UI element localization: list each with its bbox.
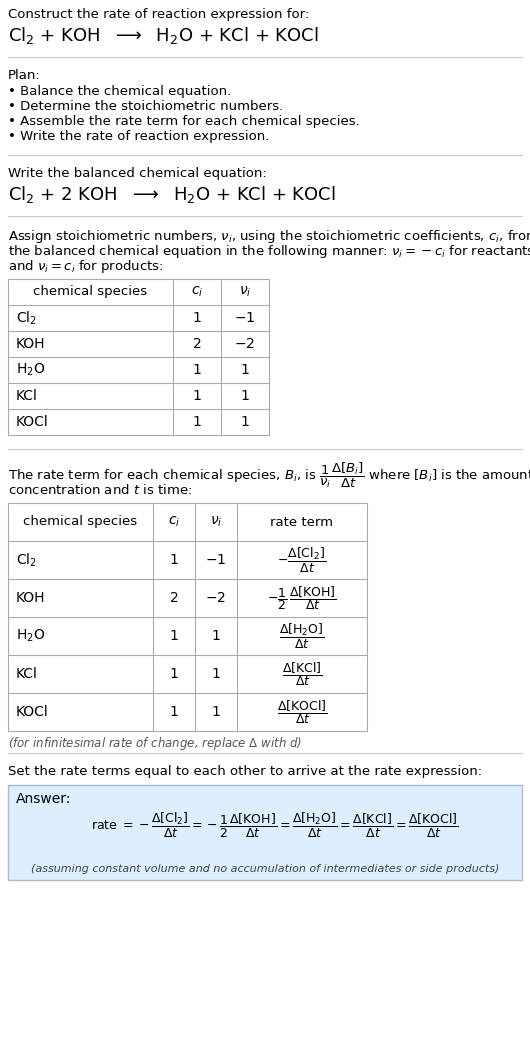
Text: 1: 1	[192, 363, 201, 377]
Text: chemical species: chemical species	[33, 286, 147, 298]
Text: 1: 1	[241, 389, 250, 403]
Text: Construct the rate of reaction expression for:: Construct the rate of reaction expressio…	[8, 8, 309, 21]
Text: KOH: KOH	[16, 337, 46, 351]
Text: 1: 1	[211, 705, 220, 719]
Text: concentration and $t$ is time:: concentration and $t$ is time:	[8, 483, 192, 497]
Text: $\dfrac{\Delta[\mathrm{H_2O}]}{\Delta t}$: $\dfrac{\Delta[\mathrm{H_2O}]}{\Delta t}…	[279, 621, 325, 650]
Text: 1: 1	[211, 629, 220, 643]
Text: $\mathrm{Cl_2}$: $\mathrm{Cl_2}$	[16, 309, 37, 327]
Text: $\nu_i$: $\nu_i$	[210, 515, 222, 529]
Text: • Assemble the rate term for each chemical species.: • Assemble the rate term for each chemic…	[8, 115, 360, 128]
Bar	[8, 785, 522, 880]
Text: $-1$: $-1$	[234, 311, 255, 325]
Text: $\mathrm{H_2O}$: $\mathrm{H_2O}$	[16, 627, 45, 644]
Text: 1: 1	[211, 667, 220, 681]
Text: Write the balanced chemical equation:: Write the balanced chemical equation:	[8, 167, 267, 180]
Bar	[8, 279, 269, 435]
Text: $\mathrm{Cl_2}$ $+$ KOH  $\longrightarrow$  $\mathrm{H_2O}$ $+$ KCl $+$ KOCl: $\mathrm{Cl_2}$ $+$ KOH $\longrightarrow…	[8, 25, 319, 46]
Text: $\nu_i$: $\nu_i$	[239, 284, 251, 299]
Text: $\dfrac{\Delta[\mathrm{KCl}]}{\Delta t}$: $\dfrac{\Delta[\mathrm{KCl}]}{\Delta t}$	[281, 660, 322, 688]
Text: Assign stoichiometric numbers, $\nu_i$, using the stoichiometric coefficients, $: Assign stoichiometric numbers, $\nu_i$, …	[8, 228, 530, 245]
Text: (for infinitesimal rate of change, replace $\Delta$ with $d$): (for infinitesimal rate of change, repla…	[8, 735, 302, 752]
Text: 2: 2	[170, 591, 179, 605]
Text: $-\dfrac{\Delta[\mathrm{Cl_2}]}{\Delta t}$: $-\dfrac{\Delta[\mathrm{Cl_2}]}{\Delta t…	[278, 546, 326, 574]
Text: • Balance the chemical equation.: • Balance the chemical equation.	[8, 85, 231, 98]
Text: Answer:: Answer:	[16, 792, 72, 807]
Text: 1: 1	[192, 311, 201, 325]
Text: 1: 1	[170, 705, 179, 719]
Text: The rate term for each chemical species, $B_i$, is $\dfrac{1}{\nu_i}\dfrac{\Delt: The rate term for each chemical species,…	[8, 461, 530, 491]
Text: and $\nu_i = c_i$ for products:: and $\nu_i = c_i$ for products:	[8, 258, 164, 275]
Text: KOH: KOH	[16, 591, 46, 605]
Text: $-2$: $-2$	[206, 591, 226, 605]
Text: Set the rate terms equal to each other to arrive at the rate expression:: Set the rate terms equal to each other t…	[8, 765, 482, 778]
Text: $\mathrm{Cl_2}$ $+$ 2 KOH  $\longrightarrow$  $\mathrm{H_2O}$ $+$ KCl $+$ KOCl: $\mathrm{Cl_2}$ $+$ 2 KOH $\longrightarr…	[8, 184, 336, 205]
Text: rate term: rate term	[270, 516, 333, 528]
Text: $-2$: $-2$	[234, 337, 255, 351]
Text: KCl: KCl	[16, 389, 38, 403]
Text: 1: 1	[170, 667, 179, 681]
Text: $\mathrm{H_2O}$: $\mathrm{H_2O}$	[16, 362, 45, 378]
Text: KCl: KCl	[16, 667, 38, 681]
Text: $c_i$: $c_i$	[191, 284, 203, 299]
Text: Plan:: Plan:	[8, 69, 41, 82]
Text: 2: 2	[192, 337, 201, 351]
Text: $c_i$: $c_i$	[168, 515, 180, 529]
Text: KOCl: KOCl	[16, 415, 49, 429]
Text: $\mathrm{Cl_2}$: $\mathrm{Cl_2}$	[16, 551, 37, 569]
Text: 1: 1	[192, 389, 201, 403]
Text: 1: 1	[170, 629, 179, 643]
Text: $-\dfrac{1}{2}\,\dfrac{\Delta[\mathrm{KOH}]}{\Delta t}$: $-\dfrac{1}{2}\,\dfrac{\Delta[\mathrm{KO…	[267, 585, 337, 612]
Text: 1: 1	[170, 553, 179, 567]
Text: rate $= -\dfrac{\Delta[\mathrm{Cl_2}]}{\Delta t} = -\dfrac{1}{2}\dfrac{\Delta[\m: rate $= -\dfrac{\Delta[\mathrm{Cl_2}]}{\…	[91, 811, 459, 840]
Text: 1: 1	[241, 415, 250, 429]
Text: 1: 1	[192, 415, 201, 429]
Bar	[8, 503, 367, 731]
Text: (assuming constant volume and no accumulation of intermediates or side products): (assuming constant volume and no accumul…	[31, 864, 499, 874]
Text: • Determine the stoichiometric numbers.: • Determine the stoichiometric numbers.	[8, 100, 283, 113]
Text: the balanced chemical equation in the following manner: $\nu_i = -c_i$ for react: the balanced chemical equation in the fo…	[8, 243, 530, 260]
Text: • Write the rate of reaction expression.: • Write the rate of reaction expression.	[8, 130, 269, 143]
Text: $-1$: $-1$	[205, 553, 227, 567]
Text: KOCl: KOCl	[16, 705, 49, 719]
Text: 1: 1	[241, 363, 250, 377]
Text: chemical species: chemical species	[23, 516, 138, 528]
Text: $\dfrac{\Delta[\mathrm{KOCl}]}{\Delta t}$: $\dfrac{\Delta[\mathrm{KOCl}]}{\Delta t}…	[277, 698, 327, 726]
